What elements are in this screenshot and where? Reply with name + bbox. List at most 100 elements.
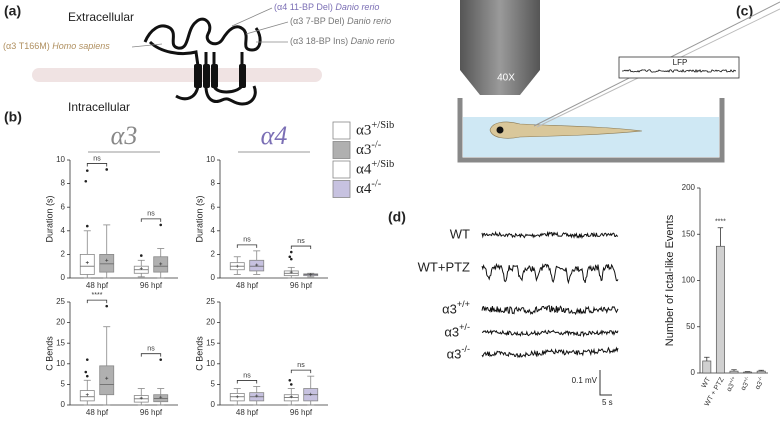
variant-label: (α3 T166M) Homo sapiens (3, 41, 110, 51)
trace-label: α3+/- (444, 322, 470, 339)
y-tick-label: 20 (56, 318, 65, 327)
species: Homo sapiens (52, 41, 110, 51)
legend-label: α4-/- (356, 178, 382, 197)
x-tick-label: 96 hpf (140, 408, 163, 417)
comparison-bracket (86, 299, 108, 304)
y-axis-label: Duration (s) (44, 195, 54, 242)
comparison-label: ns (297, 238, 305, 245)
x-tick-label: 96 hpf (140, 281, 163, 290)
legend-swatch (332, 180, 351, 198)
y-tick-label: 20 (206, 318, 215, 327)
comparison-bracket (290, 245, 312, 250)
allele: (α3 T166M) (3, 41, 50, 51)
helix (211, 64, 218, 88)
species: Danio rerio (351, 36, 395, 46)
mean-marker (309, 392, 313, 396)
mean-marker (105, 376, 109, 380)
comparison-bracket (236, 380, 258, 384)
x-tick-label: α3+/- (738, 375, 753, 392)
y-tick-label: 10 (56, 359, 65, 368)
outlier (289, 257, 293, 261)
error-bar (758, 369, 764, 372)
panel-label: (c) (736, 3, 753, 19)
mean-marker (139, 267, 143, 271)
y-tick-label: 5 (61, 380, 66, 389)
mean-marker (85, 393, 89, 397)
comparison-label: ns (147, 346, 155, 353)
helix (194, 64, 202, 88)
outlier (288, 378, 292, 382)
allele: (α3 7-BP Del) (290, 16, 345, 26)
y-tick-label: 25 (206, 297, 215, 306)
x-tick-label: 48 hpf (236, 281, 259, 290)
mean-marker (235, 395, 239, 399)
outlier (289, 383, 293, 386)
outlier (105, 168, 109, 171)
eeg-trace (481, 329, 619, 338)
y-tick-label: 8 (211, 179, 216, 188)
x-tick-label: 48 hpf (86, 408, 109, 417)
lfp-box (618, 56, 740, 79)
mean-marker (255, 263, 259, 267)
extracellular-label: Extracellular (68, 10, 134, 24)
error-bar (717, 227, 724, 247)
y-tick-label: 100 (682, 276, 696, 285)
x-tick-label: 96 hpf (290, 281, 313, 290)
trace-label: WT+PTZ (418, 259, 470, 274)
membrane (32, 68, 322, 82)
y-axis-label: C Bends (44, 336, 54, 371)
y-tick-label: 25 (56, 297, 65, 306)
comparison-bracket (140, 218, 162, 222)
panel-label: (a) (4, 3, 21, 19)
y-tick-label: 0 (211, 400, 216, 409)
mean-marker (255, 394, 259, 398)
y-tick-label: 15 (56, 338, 65, 347)
legend-label: α4+/Sib (356, 159, 394, 178)
comparison-label: ns (243, 237, 251, 244)
y-tick-label: 4 (61, 226, 66, 235)
axis-line (69, 302, 178, 406)
allele: (α4 11-BP Del) (274, 2, 333, 12)
comparison-label: ns (147, 211, 155, 218)
objective (460, 0, 540, 95)
trace-label: WT (450, 226, 470, 241)
y-tick-label: 4 (211, 226, 216, 235)
allele: (α3 18-BP Ins) (290, 36, 348, 46)
y-tick-label: 200 (682, 183, 696, 192)
x-tick-label: α3-/- (752, 375, 766, 391)
leader-lines (131, 7, 289, 48)
value-annotation: **** (715, 219, 726, 226)
variant-label: (α4 11-BP Del) Danio rerio (274, 2, 379, 12)
scale-voltage: 0.1 mV (572, 376, 598, 385)
axis-line (699, 188, 768, 374)
y-tick-label: 2 (211, 250, 216, 259)
y-tick-label: 6 (61, 202, 66, 211)
outlier (85, 224, 89, 228)
legend-swatch (332, 141, 351, 159)
outlier (288, 255, 292, 259)
legend-label: α3-/- (356, 139, 382, 158)
mean-marker (159, 262, 163, 266)
x-tick-label: 48 hpf (236, 408, 259, 417)
variant-label: (α3 7-BP Del) Danio rerio (290, 16, 391, 26)
y-tick-label: 8 (61, 179, 66, 188)
eeg-trace (481, 262, 619, 285)
legend-label: α3+/Sib (356, 120, 394, 139)
lfp-trace (622, 68, 737, 73)
box (99, 365, 115, 396)
bar (729, 370, 739, 374)
trace-label: α3-/- (447, 344, 470, 361)
group-title: α4 (261, 121, 288, 150)
mean-marker (309, 272, 313, 276)
outlier (105, 304, 109, 308)
mean-marker (85, 261, 89, 265)
axis-line (219, 160, 328, 279)
comparison-label: **** (92, 292, 103, 299)
intracellular-label: Intracellular (68, 100, 130, 114)
panel-label: (b) (4, 109, 22, 125)
y-tick-label: 0 (691, 368, 696, 377)
y-tick-label: 150 (682, 229, 696, 238)
y-axis-label: Number of Ictal-like Events (664, 214, 676, 346)
x-tick-label: 48 hpf (86, 281, 109, 290)
